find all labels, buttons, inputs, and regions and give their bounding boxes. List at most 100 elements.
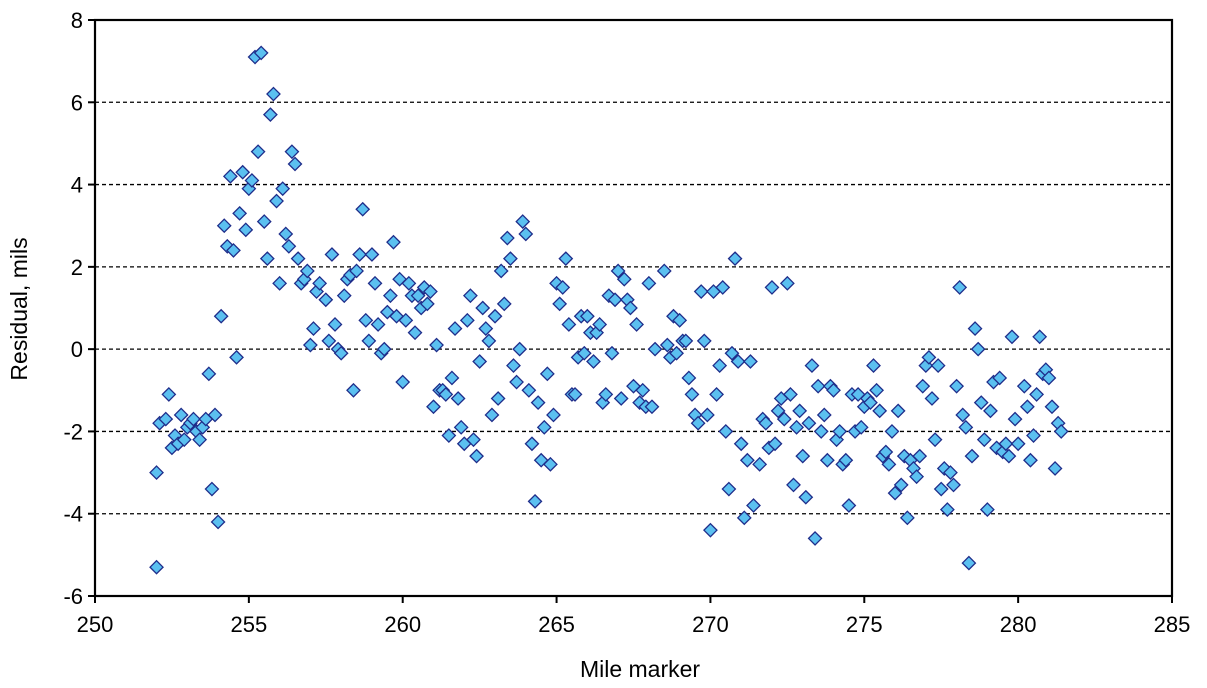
data-point <box>299 263 315 279</box>
data-point <box>552 296 568 312</box>
data-point <box>278 226 294 242</box>
data-point <box>992 370 1008 386</box>
data-point <box>586 354 601 369</box>
data-point <box>872 403 888 419</box>
data-point <box>607 292 623 308</box>
data-point <box>693 284 709 299</box>
data-point <box>810 378 826 394</box>
x-axis-label: Mile marker <box>580 656 700 682</box>
data-point <box>983 403 998 419</box>
data-point <box>370 317 386 332</box>
data-point <box>438 386 454 402</box>
data-point <box>336 288 352 304</box>
data-point <box>887 485 903 501</box>
data-point <box>429 337 444 353</box>
data-point <box>410 288 426 304</box>
data-point <box>644 399 660 415</box>
data-point <box>232 205 248 221</box>
data-point <box>521 382 537 398</box>
data-point <box>352 247 368 262</box>
data-point <box>567 386 583 402</box>
x-tick-label: 285 <box>1154 612 1191 637</box>
data-point <box>752 456 768 472</box>
data-point <box>736 510 752 526</box>
data-point <box>213 308 229 324</box>
data-point <box>244 173 260 188</box>
data-point <box>253 45 269 61</box>
data-point <box>699 407 715 423</box>
data-point <box>324 247 340 262</box>
data-point <box>176 432 192 448</box>
data-point <box>613 391 629 406</box>
data-point <box>1029 386 1045 402</box>
y-tick-label: 6 <box>71 90 83 115</box>
data-point <box>949 378 965 394</box>
data-point <box>364 247 380 262</box>
data-point <box>235 164 251 180</box>
x-tick-label: 280 <box>1000 612 1037 637</box>
data-point <box>272 275 288 291</box>
data-point <box>1004 329 1020 345</box>
data-point <box>441 428 457 443</box>
data-point <box>302 337 318 353</box>
data-point <box>592 317 608 332</box>
data-point <box>841 498 857 513</box>
data-point <box>395 374 411 390</box>
data-point <box>487 308 503 324</box>
data-point <box>798 489 814 505</box>
data-point <box>1041 370 1057 386</box>
y-tick-label: 4 <box>71 173 83 198</box>
data-point <box>290 251 306 267</box>
data-point <box>724 345 740 361</box>
data-point <box>284 144 300 160</box>
data-point <box>558 251 574 267</box>
data-point <box>598 386 614 402</box>
data-point <box>216 218 232 234</box>
data-point <box>764 280 780 295</box>
data-point <box>306 321 321 336</box>
data-point <box>964 448 980 464</box>
data-point <box>952 280 968 295</box>
data-point <box>733 436 749 452</box>
y-tick-label: -2 <box>63 419 83 444</box>
data-point <box>878 444 894 460</box>
data-point <box>481 333 497 349</box>
data-point <box>287 156 303 172</box>
data-point <box>786 477 801 493</box>
data-point <box>718 424 734 439</box>
data-point <box>361 333 377 349</box>
data-point <box>173 407 189 423</box>
x-tick-label: 265 <box>538 612 575 637</box>
data-point <box>690 415 706 431</box>
data-point <box>884 424 900 439</box>
data-point <box>921 349 937 365</box>
data-point <box>1047 461 1063 476</box>
data-point <box>684 386 700 402</box>
data-point <box>419 296 435 312</box>
data-point <box>933 481 949 497</box>
data-point <box>647 341 663 357</box>
data-point <box>509 374 524 390</box>
data-point <box>444 370 460 386</box>
data-point <box>561 317 577 332</box>
data-point <box>973 395 989 411</box>
data-point <box>924 391 940 406</box>
data-point <box>610 263 626 279</box>
y-tick-label: 8 <box>71 8 83 33</box>
data-point <box>869 382 885 398</box>
y-axis-tick-labels: -6 -4 -2 0 2 4 6 8 <box>63 8 83 609</box>
data-point <box>776 411 792 427</box>
data-point <box>930 358 946 374</box>
x-tick-label: 260 <box>384 612 421 637</box>
data-point <box>635 382 651 398</box>
data-point <box>939 502 955 518</box>
x-axis-tick-labels: 250 255 260 265 270 275 280 285 <box>77 612 1191 637</box>
data-point <box>493 263 509 279</box>
data-point <box>358 312 374 328</box>
data-point <box>629 317 644 332</box>
data-point <box>259 251 275 267</box>
data-point <box>250 144 266 160</box>
data-point <box>946 477 961 493</box>
